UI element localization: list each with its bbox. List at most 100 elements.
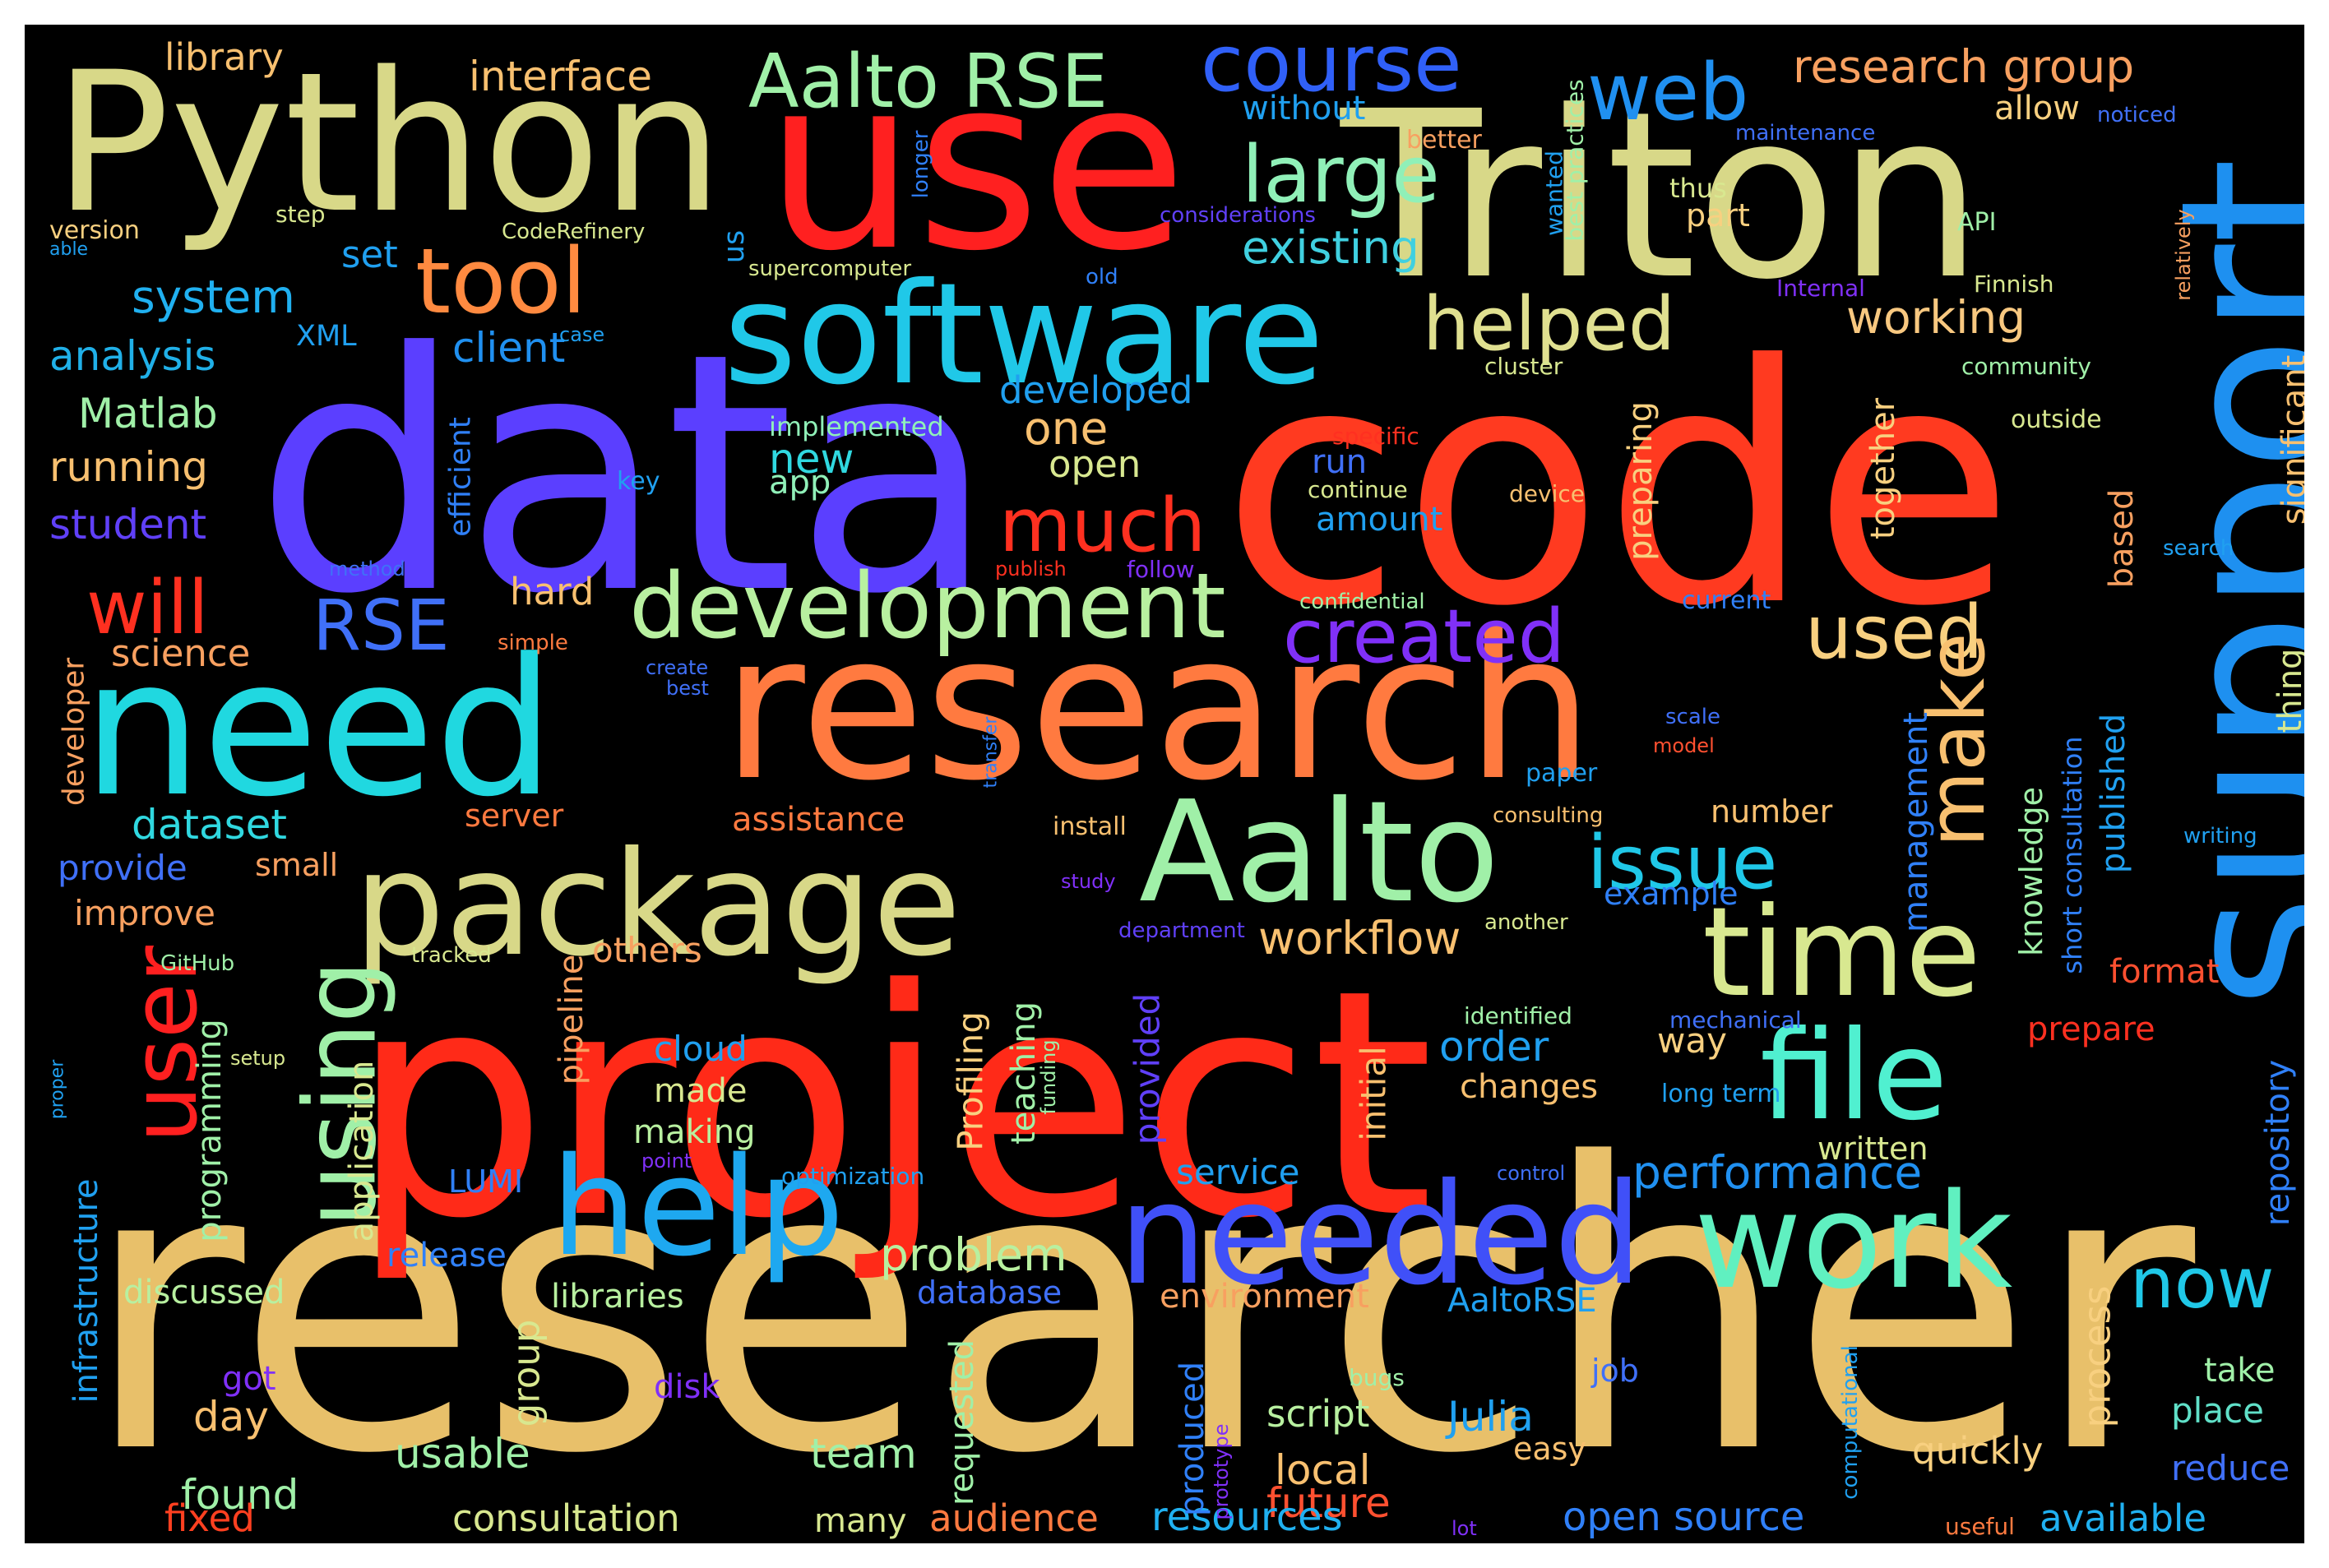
word-finnish: Finnish: [1974, 271, 2054, 298]
word-aalto: Aalto: [1139, 771, 1499, 934]
word-without: without: [1242, 90, 1365, 127]
word-control: control: [1497, 1162, 1565, 1185]
word-department: department: [1118, 918, 1245, 943]
word-requested: requested: [943, 1339, 981, 1506]
word-cloud: cloud: [654, 1029, 748, 1069]
word-running: running: [49, 443, 208, 491]
word-github: GitHub: [160, 951, 234, 976]
word-easy: easy: [1513, 1431, 1586, 1467]
word-project: project: [350, 923, 1434, 1287]
word-libraries: libraries: [551, 1278, 684, 1316]
word-prototype: prototype: [1210, 1424, 1233, 1520]
word-helped: helped: [1423, 281, 1675, 368]
word-part: part: [1686, 197, 1750, 234]
word-best-practices: best practices: [1562, 79, 1589, 241]
word-proper: proper: [48, 1059, 68, 1119]
word-group: group: [505, 1320, 549, 1427]
word-noticed: noticed: [2097, 103, 2177, 127]
word-science: science: [111, 631, 250, 675]
word-continue: continue: [1308, 476, 1408, 503]
word-issue: issue: [1587, 820, 1777, 906]
word-existing: existing: [1242, 221, 1419, 274]
word-create: create: [646, 656, 708, 679]
word-thing: thing: [2271, 649, 2304, 733]
word-install: install: [1053, 812, 1127, 841]
word-resources: resources: [1151, 1494, 1343, 1540]
word-app: app: [769, 464, 831, 502]
word-local: local: [1275, 1446, 1371, 1494]
word-simple: simple: [498, 631, 568, 655]
word-version: version: [49, 216, 140, 245]
word-outside: outside: [2011, 405, 2102, 434]
word-us: us: [718, 230, 751, 263]
word-developer: developer: [58, 658, 91, 806]
word-example: example: [1604, 876, 1739, 912]
word-way: way: [1657, 1020, 1727, 1061]
word-provide: provide: [58, 848, 188, 888]
word-better: better: [1406, 126, 1482, 155]
word-release: release: [387, 1237, 507, 1274]
word-system: system: [132, 271, 295, 323]
word-much: much: [999, 483, 1206, 569]
word-application: application: [343, 1061, 381, 1242]
word-interface: interface: [469, 53, 652, 100]
word-place: place: [2171, 1390, 2264, 1431]
word-work: work: [1694, 1164, 2013, 1318]
word-cluster: cluster: [1484, 353, 1563, 380]
word-publish: publish: [995, 557, 1067, 580]
word-changes: changes: [1460, 1068, 1598, 1106]
word-search: search: [2163, 536, 2234, 561]
word-research-group: research group: [1793, 40, 2134, 93]
word-setup: setup: [230, 1047, 285, 1070]
word-user: user: [112, 945, 217, 1143]
word-make: make: [1912, 633, 2003, 848]
word-study: study: [1061, 870, 1116, 893]
word-another: another: [1484, 910, 1568, 935]
word-software: software: [724, 253, 1324, 416]
word-reduce: reduce: [2171, 1448, 2290, 1488]
word-amount: amount: [1316, 501, 1442, 539]
word-julia: Julia: [1445, 1393, 1534, 1441]
word-bugs: bugs: [1349, 1364, 1405, 1391]
word-wanted: wanted: [1541, 150, 1568, 236]
word-relatively: relatively: [2172, 209, 2195, 300]
word-time: time: [1702, 881, 1981, 1025]
word-use: use: [765, 26, 1187, 303]
word-workflow: workflow: [1258, 912, 1461, 964]
word-using: using: [285, 960, 399, 1227]
word-case: case: [559, 323, 604, 346]
word-produced: produced: [1174, 1362, 1211, 1516]
word-service: service: [1176, 1152, 1299, 1192]
word-large: large: [1242, 130, 1440, 220]
word-aalto-rse: Aalto RSE: [748, 39, 1108, 125]
word-usable: usable: [395, 1430, 530, 1478]
word-thus: thus: [1669, 173, 1727, 204]
word-able: able: [49, 239, 88, 260]
word-created: created: [1283, 594, 1565, 680]
word-tracked: tracked: [411, 943, 492, 968]
word-step: step: [275, 201, 326, 228]
word-analysis: analysis: [49, 332, 215, 380]
word-transfer: transfer: [981, 716, 1002, 789]
word-team: team: [810, 1430, 917, 1478]
word-discussed: discussed: [123, 1274, 285, 1311]
word-found: found: [181, 1471, 299, 1519]
word-will: will: [86, 565, 209, 651]
word-computational: computational: [1838, 1345, 1863, 1500]
word-significant: significant: [2276, 355, 2304, 525]
word-format: format: [2109, 953, 2219, 991]
word-knowledge: knowledge: [2013, 787, 2049, 956]
word-written: written: [1817, 1131, 1928, 1167]
word-teaching: teaching: [1005, 1001, 1043, 1145]
word-tool: tool: [415, 229, 586, 334]
word-coderefinery: CodeRefinery: [502, 220, 645, 244]
word-fixed: fixed: [164, 1496, 255, 1540]
word-efficient: efficient: [444, 417, 478, 537]
word-take: take: [2204, 1352, 2276, 1390]
word-scale: scale: [1665, 705, 1720, 729]
word-data: data: [255, 284, 996, 666]
word-triton: Triton: [1337, 62, 1984, 331]
word-working: working: [1846, 291, 2026, 344]
word-client: client: [452, 324, 565, 372]
word-database: database: [917, 1274, 1062, 1311]
